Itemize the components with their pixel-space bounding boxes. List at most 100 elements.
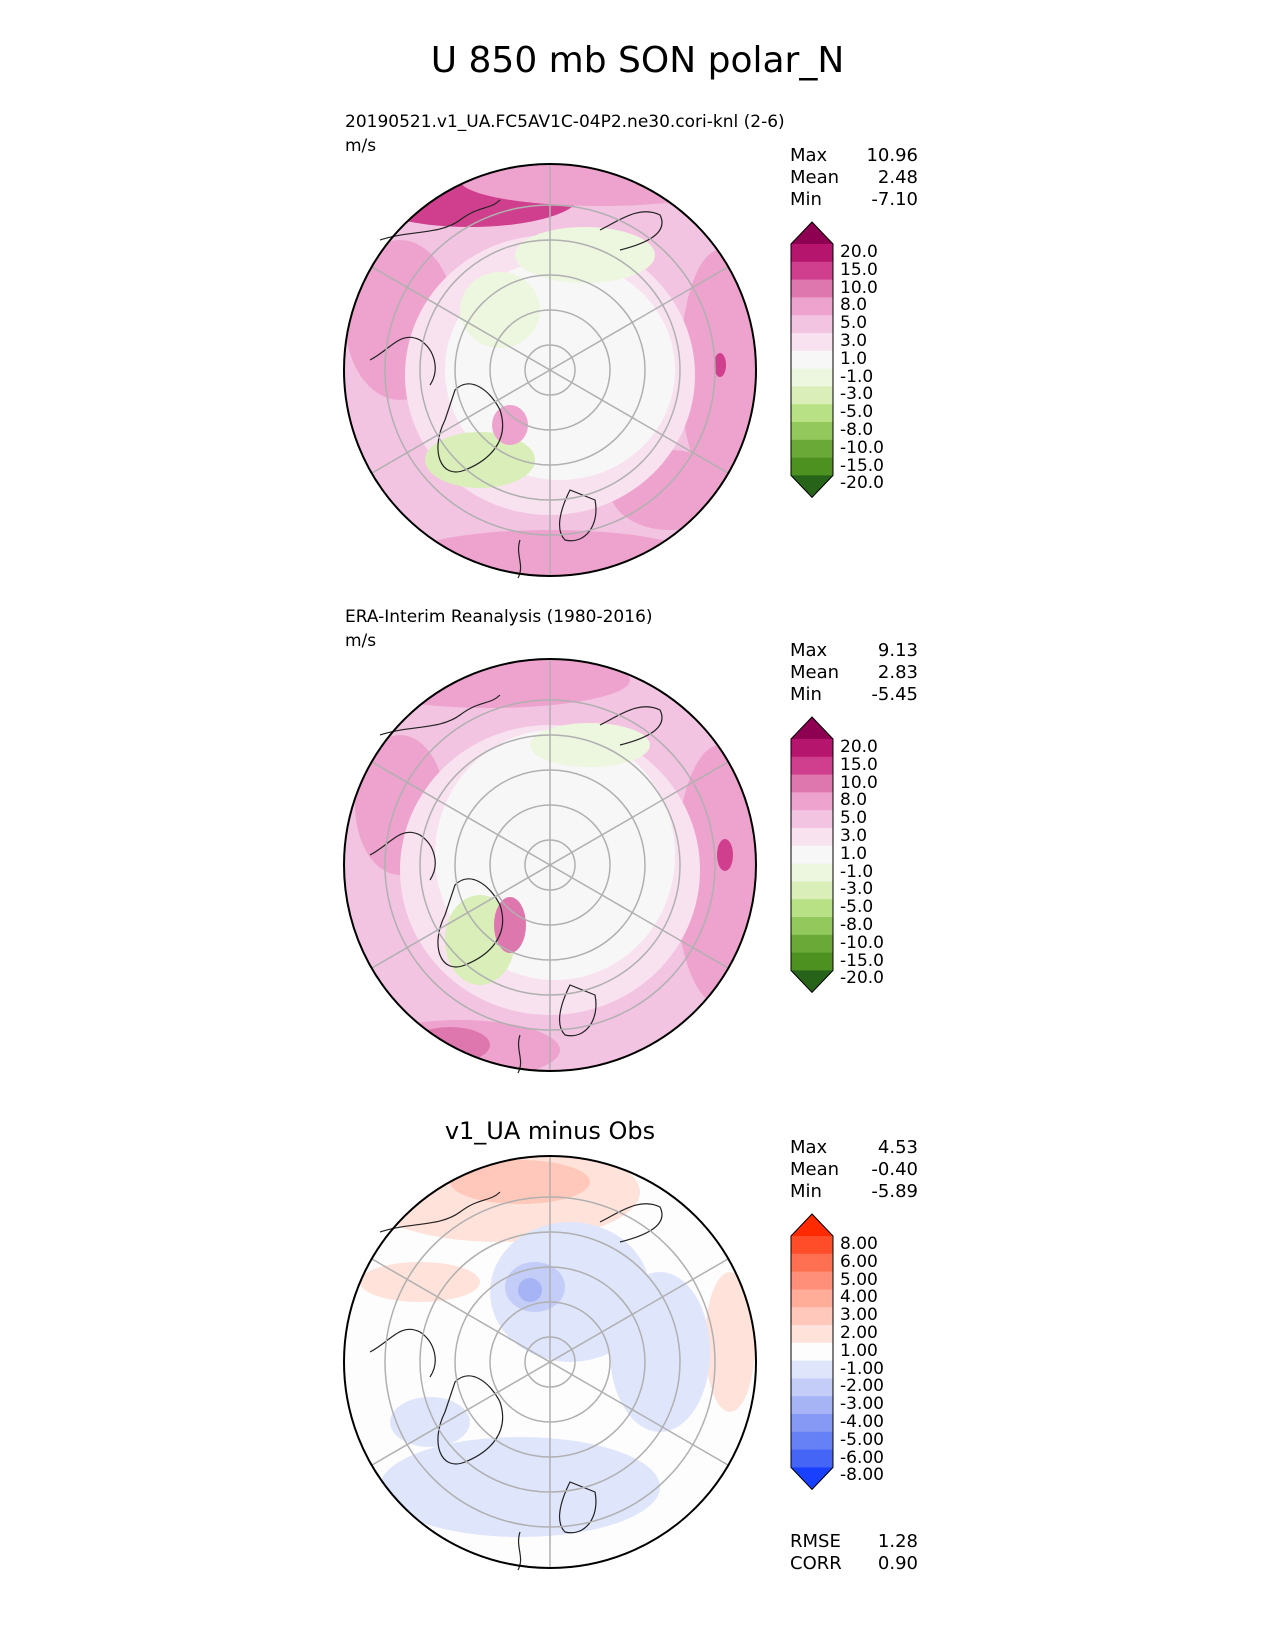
colorbar-tick-label: 3.0: [840, 825, 868, 846]
colorbar-segment: [791, 934, 833, 954]
colorbar-segment: [791, 739, 833, 758]
colorbar-segment: [791, 297, 833, 316]
colorbar-tick-label: 8.0: [840, 295, 868, 316]
panel-1-map: [343, 163, 757, 579]
colorbar-segment: [791, 350, 833, 370]
colorbar-segment: [791, 1253, 833, 1273]
colorbar-tick-label: -6.00: [840, 1447, 884, 1468]
graticule: [371, 164, 729, 576]
colorbar-tick-label: 15.0: [840, 754, 878, 775]
colorbar-tick-label: 20.0: [840, 242, 878, 262]
colorbar-segment: [791, 952, 833, 971]
colorbar-segment: [791, 315, 833, 334]
colorbar-tick-label: 10.0: [840, 772, 878, 793]
panel-1-title: 20190521.v1_UA.FC5AV1C-04P2.ne30.cori-kn…: [345, 112, 785, 132]
colorbar-tick-label: -10.0: [840, 437, 884, 458]
panel-3-colorbar-labels: 8.00 6.00 5.00 4.00 3.00 2.00 1.00 -1.00 -2.00 -3…: [840, 1234, 884, 1486]
colorbar-segment: [791, 1396, 833, 1415]
colorbar-tick-label: 8.00: [840, 1234, 878, 1254]
colorbar-tick-label: 3.0: [840, 330, 868, 351]
panel-2-title: ERA-Interim Reanalysis (1980-2016): [345, 607, 653, 627]
panel-3-colorbar: [790, 1213, 834, 1491]
colorbar-tick-label: -1.00: [840, 1358, 884, 1379]
colorbar-extend-bottom: [791, 475, 833, 498]
colorbar-tick-label: 6.00: [840, 1251, 878, 1272]
colorbar-tick-label: -8.00: [840, 1465, 884, 1486]
colorbar-tick-label: -20.0: [840, 473, 884, 494]
colorbar-tick-label: 5.00: [840, 1269, 878, 1290]
colorbar-outline: [790, 716, 834, 994]
colorbar-outline: [790, 1213, 834, 1491]
colorbar-segment: [791, 279, 833, 298]
easterly-region: [515, 227, 655, 283]
colorbar-tick-label: 2.00: [840, 1322, 878, 1343]
colorbar-segment: [791, 1325, 833, 1344]
colorbar-tick-label: -2.00: [840, 1376, 884, 1397]
colorbar-tick-label: -3.0: [840, 384, 874, 405]
colorbar-extend-top: [791, 1214, 833, 1236]
colorbar-segment: [791, 1360, 833, 1379]
panel-2-map: [343, 658, 757, 1074]
colorbar-tick-label: 8.0: [840, 790, 868, 811]
panel-2-stats: Max 9.13 Mean 2.83 Min -5.45: [790, 640, 918, 705]
colorbar-segment: [791, 863, 833, 882]
colorbar-segment: [791, 457, 833, 476]
colorbar-segment: [791, 1289, 833, 1308]
colorbar-tick-label: -20.0: [840, 968, 884, 989]
colorbar-segment: [791, 261, 833, 281]
colorbar-segment: [791, 439, 833, 459]
panel-3-title: v1_UA minus Obs: [444, 1117, 656, 1145]
panel-2-units: m/s: [345, 631, 377, 651]
colorbar-extend-bottom: [791, 1467, 833, 1490]
colorbar-segment: [791, 774, 833, 793]
colorbar-segment: [791, 422, 833, 441]
colorbar-tick-label: 1.00: [840, 1340, 878, 1361]
colorbar-segment: [791, 368, 833, 387]
panel-2-colorbar-labels: 20.0 15.0 10.0 8.0 5.0 3.0 1.0 -1.0 -3.0 -5.0 -8.0…: [840, 737, 884, 989]
colorbar-segment: [791, 917, 833, 936]
colorbar-tick-label: -5.0: [840, 402, 874, 423]
coastlines: [369, 199, 663, 579]
colorbar-tick-label: -8.0: [840, 914, 874, 935]
colorbar-segment: [791, 1431, 833, 1451]
colorbar-segment: [791, 845, 833, 865]
colorbar-tick-label: 4.00: [840, 1287, 878, 1308]
colorbar-tick-label: -8.0: [840, 419, 874, 440]
colorbar-tick-label: 15.0: [840, 259, 878, 280]
panel-1-stats: Max 10.96 Mean 2.48 Min -7.10: [790, 145, 918, 210]
colorbar-segment: [791, 244, 833, 263]
colorbar-segment: [791, 333, 833, 352]
panel-3-stats: Max 4.53 Mean -0.40 Min -5.89: [790, 1137, 918, 1202]
colorbar-tick-label: -15.0: [840, 950, 884, 971]
colorbar-segment: [791, 1307, 833, 1326]
colorbar-tick-label: -5.0: [840, 897, 874, 918]
colorbar-segment: [791, 881, 833, 900]
colorbar-segment: [791, 386, 833, 405]
colorbar-segment: [791, 756, 833, 776]
colorbar-outline: [790, 221, 834, 499]
colorbar-tick-label: 5.0: [840, 313, 868, 334]
colorbar-extend-top: [791, 222, 833, 244]
colorbar-segment: [791, 828, 833, 847]
panel-1-units: m/s: [345, 136, 377, 156]
colorbar-tick-label: 3.00: [840, 1305, 878, 1326]
colorbar-tick-label: 1.0: [840, 843, 868, 864]
panel-3-map: [343, 1155, 757, 1571]
colorbar-tick-label: 20.0: [840, 737, 878, 757]
colorbar-segment: [791, 1378, 833, 1397]
panel-1-colorbar-labels: 20.0 15.0 10.0 8.0 5.0 3.0 1.0 -1.0 -3.0 -5.0 -8.0…: [840, 242, 884, 494]
colorbar-segment: [791, 404, 833, 423]
colorbar-segment: [791, 1271, 833, 1290]
colorbar-segment: [791, 810, 833, 829]
colorbar-segment: [791, 1449, 833, 1468]
colorbar-segment: [791, 899, 833, 918]
colorbar-tick-label: 1.0: [840, 348, 868, 369]
colorbar-segment: [791, 1236, 833, 1255]
colorbar-segment: [791, 792, 833, 811]
colorbar-tick-label: -1.0: [840, 861, 874, 882]
colorbar-tick-label: 10.0: [840, 277, 878, 298]
colorbar-tick-label: -5.00: [840, 1429, 884, 1450]
figure-title: U 850 mb SON polar_N: [430, 40, 845, 81]
colorbar-tick-label: -4.00: [840, 1411, 884, 1432]
colorbar-tick-label: -1.0: [840, 366, 874, 387]
